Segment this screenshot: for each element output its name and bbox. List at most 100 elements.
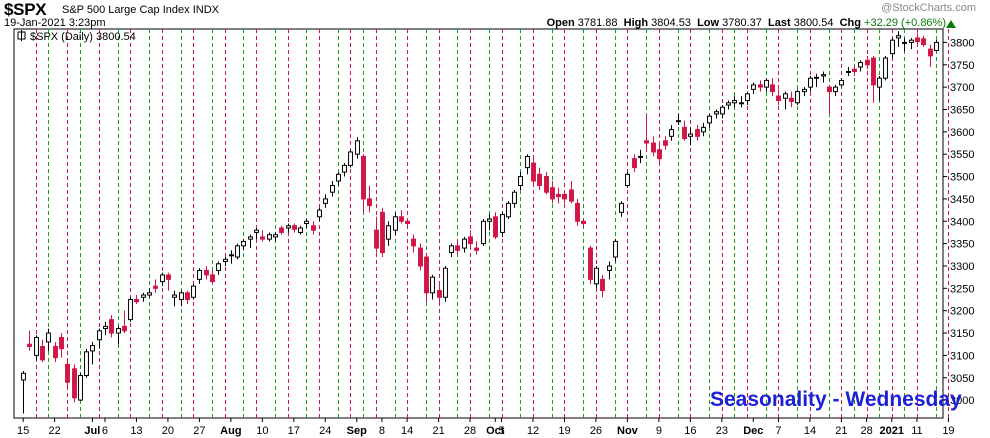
candle-body xyxy=(374,229,379,249)
last-value: 3800.54 xyxy=(793,17,834,29)
candle-body xyxy=(185,292,190,301)
x-tick-label: 13 xyxy=(130,425,142,437)
candle-body xyxy=(581,220,586,225)
y-tick-label: 3600 xyxy=(950,127,974,139)
candle-body xyxy=(569,189,574,202)
candle-body xyxy=(430,276,435,294)
y-tick-label: 3200 xyxy=(950,306,974,318)
candle-body xyxy=(160,274,165,283)
candle-body xyxy=(229,254,234,257)
high-value: 3804.53 xyxy=(651,17,691,29)
candle-body xyxy=(304,220,309,225)
x-tick-label: Dec xyxy=(743,425,763,437)
candle-body xyxy=(751,84,756,90)
candle-body xyxy=(153,285,158,289)
candle-body xyxy=(714,111,719,115)
candle-body xyxy=(619,202,624,213)
candle-body xyxy=(865,59,870,66)
candle-body xyxy=(871,57,876,86)
x-tick-label: 2021 xyxy=(880,425,904,437)
seasonality-annotation: Seasonality - Wednesday xyxy=(710,388,962,411)
candle-body xyxy=(839,79,844,86)
x-tick-label: 24 xyxy=(319,425,331,437)
x-tick-label: 19 xyxy=(942,425,954,437)
x-tick-label: 22 xyxy=(48,425,60,437)
x-tick-label: 8 xyxy=(379,425,385,437)
x-tick-label: Aug xyxy=(220,425,241,437)
x-tick-label: 23 xyxy=(716,425,728,437)
candle-body xyxy=(902,41,907,44)
y-tick-label: 3100 xyxy=(950,350,974,362)
y-tick-label: 3350 xyxy=(950,239,974,251)
candle-body xyxy=(279,227,284,233)
candle-body xyxy=(292,225,297,230)
candle-body xyxy=(78,375,83,401)
candle-body xyxy=(531,162,536,182)
candle-body xyxy=(286,225,291,229)
x-tick-label: 19 xyxy=(558,425,570,437)
candle-body xyxy=(518,176,523,186)
ohlc-summary: Open 3781.88 High 3804.53 Low 3780.37 La… xyxy=(547,17,946,29)
candle-body xyxy=(688,133,693,137)
candle-body xyxy=(172,294,177,298)
y-tick-label: 3800 xyxy=(950,37,974,49)
candle-body xyxy=(663,140,668,146)
candle-body xyxy=(720,106,725,115)
low-label: Low xyxy=(697,17,720,29)
candle-body xyxy=(90,345,95,352)
candle-body xyxy=(235,245,240,258)
candle-body xyxy=(607,265,612,271)
candle-body xyxy=(147,292,152,296)
candle-body xyxy=(915,37,920,43)
candle-body xyxy=(449,245,454,254)
candle-body xyxy=(21,372,26,381)
candle-body xyxy=(588,247,593,280)
candle-body xyxy=(481,220,486,245)
candle-body xyxy=(739,102,744,105)
candle-body xyxy=(600,278,605,292)
candle-body xyxy=(562,193,567,200)
candle-body xyxy=(267,234,272,240)
candle-body xyxy=(254,229,259,233)
candle-body xyxy=(833,86,838,93)
x-tick-label: 28 xyxy=(464,425,476,437)
candle-body xyxy=(216,263,221,271)
candle-body xyxy=(575,202,580,222)
x-tick-label: 14 xyxy=(401,425,413,437)
x-tick-label: 16 xyxy=(684,425,696,437)
candle-body xyxy=(928,48,933,57)
candle-body xyxy=(72,368,77,399)
candle-body xyxy=(411,238,416,247)
candle-body xyxy=(34,337,39,356)
candle-body xyxy=(707,115,712,124)
quote-datetime: 19-Jan-2021 3:23pm xyxy=(4,17,106,29)
candle-body xyxy=(808,77,813,88)
candle-body xyxy=(921,38,926,46)
x-tick-label: 5 xyxy=(498,425,504,437)
candle-body xyxy=(166,274,171,280)
candle-body xyxy=(795,91,800,104)
candle-body xyxy=(682,126,687,140)
x-tick-label: Nov xyxy=(617,425,639,437)
candle-body xyxy=(669,129,674,137)
candle-body xyxy=(789,97,794,102)
candle-body xyxy=(141,294,146,298)
y-tick-label: 3750 xyxy=(950,60,974,72)
candles xyxy=(21,31,939,414)
candle-body xyxy=(493,216,498,238)
y-tick-label: 3150 xyxy=(950,328,974,340)
candle-body xyxy=(330,184,335,193)
x-tick-label: 6 xyxy=(102,425,108,437)
legend: $SPX (Daily) 3800.54 xyxy=(17,30,136,43)
candle-body xyxy=(323,198,328,204)
candle-body xyxy=(443,267,448,298)
candle-body xyxy=(336,173,341,182)
candle-body xyxy=(487,218,492,222)
candle-body xyxy=(883,57,888,79)
index-name: S&P 500 Large Cap Index INDX xyxy=(62,4,219,16)
chg-label: Chg xyxy=(839,17,861,29)
x-tick-label: 11 xyxy=(911,425,922,437)
candle-body xyxy=(260,236,265,240)
